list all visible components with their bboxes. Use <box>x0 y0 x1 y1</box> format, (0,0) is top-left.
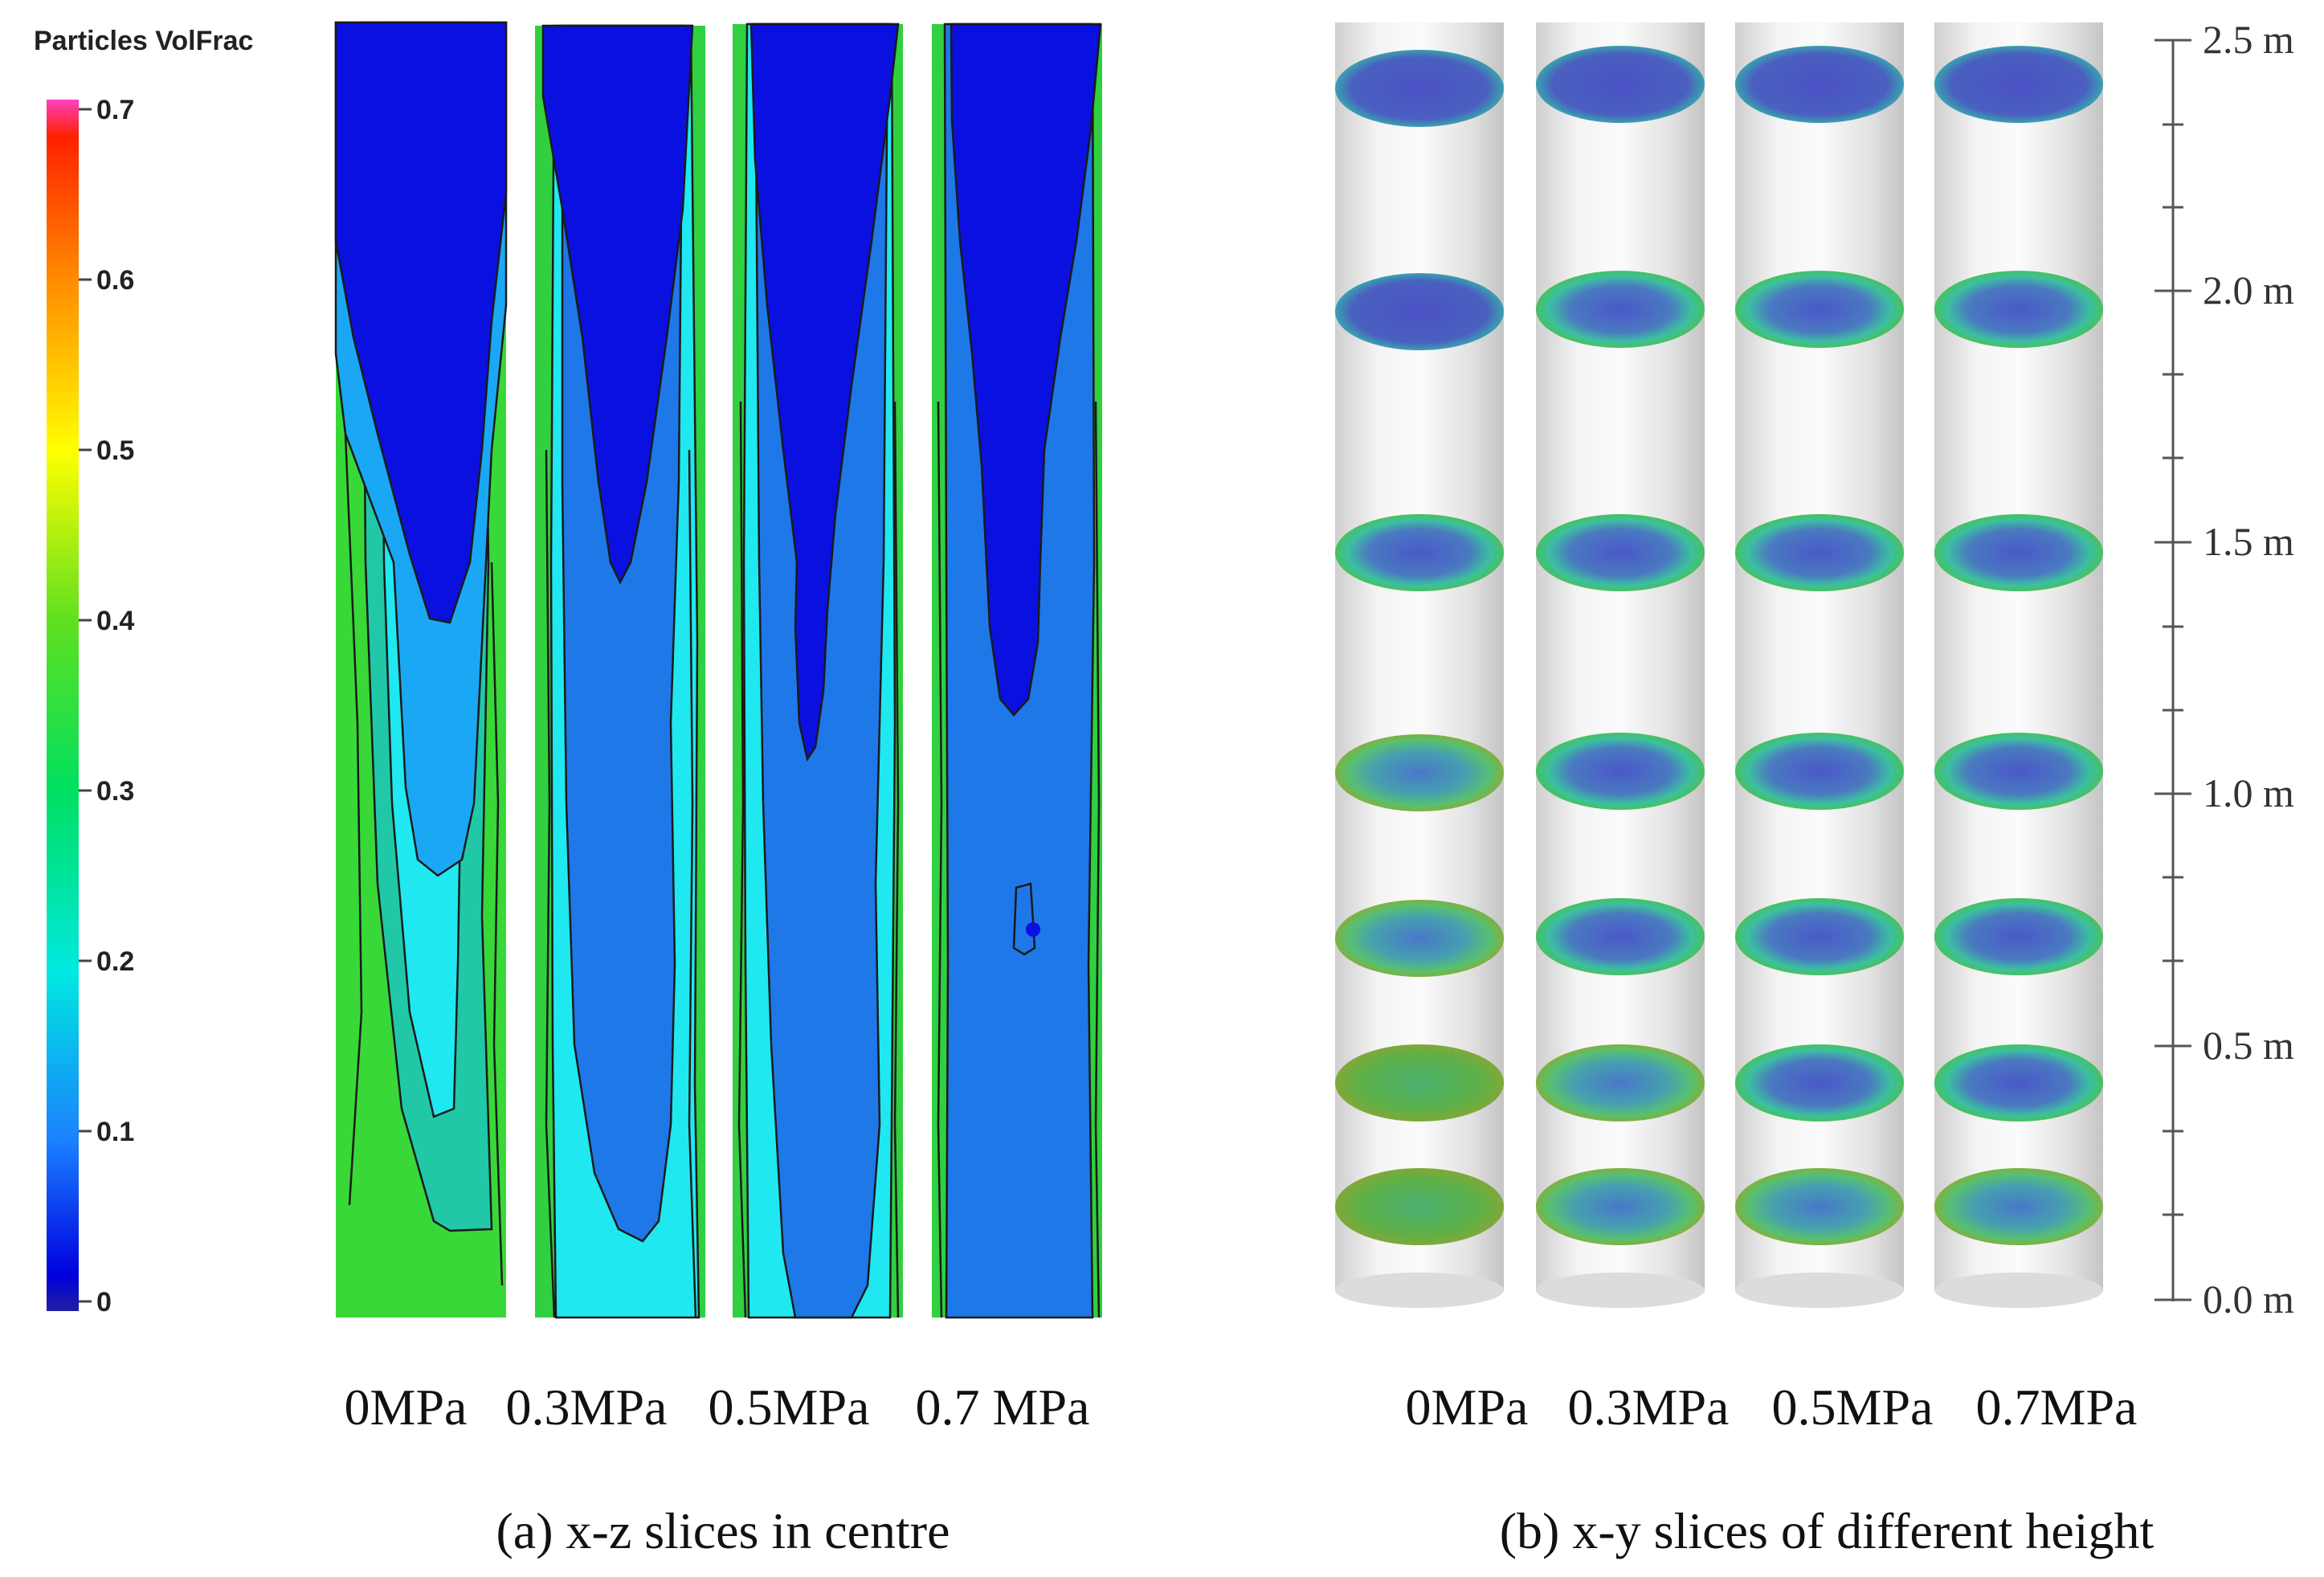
panel-b-caption: (b) x-y slices of different height <box>1500 1502 2154 1559</box>
xz-slice-0-7mpa <box>932 22 1102 1319</box>
colorbar-tick-label: 0.1 <box>96 1117 134 1147</box>
slices-row <box>1335 271 2103 350</box>
xz-label: 0.5MPa <box>709 1379 870 1436</box>
slices-row <box>1335 1168 2103 1245</box>
xy-label: 0MPa <box>1406 1379 1529 1436</box>
xy-label: 0.7MPa <box>1976 1379 2138 1436</box>
height-scale <box>2154 39 2191 1301</box>
xz-slice-0-3mpa <box>535 24 705 1319</box>
height-label: 0.5 m <box>2203 1023 2294 1068</box>
height-label: 1.0 m <box>2203 770 2294 815</box>
panel-a-caption: (a) x-z slices in centre <box>496 1502 950 1559</box>
slices-row <box>1335 514 2103 591</box>
xz-slice-0-5mpa <box>733 22 903 1319</box>
colorbar-tick-label: 0.4 <box>96 606 134 636</box>
slices-row <box>1335 733 2103 811</box>
panel-b-xy-slices <box>1335 22 2103 1308</box>
xy-label: 0.5MPa <box>1772 1379 1934 1436</box>
colorbar-tick-label: 0.5 <box>96 435 134 466</box>
xz-label: 0.7 MPa <box>916 1379 1090 1436</box>
colorbar-tick-label: 0.2 <box>96 946 134 977</box>
slices-row <box>1335 898 2103 977</box>
xz-label: 0.3MPa <box>506 1379 668 1436</box>
panel-a-xz-slices <box>334 21 1102 1319</box>
xz-slice-0mpa <box>334 21 508 1318</box>
colorbar-tick-label: 0.3 <box>96 776 134 807</box>
height-label: 0.0 m <box>2203 1277 2294 1322</box>
xz-label: 0MPa <box>345 1379 468 1436</box>
slices-row <box>1335 1044 2103 1121</box>
colorbar-tick-label: 0 <box>96 1287 112 1318</box>
height-label: 1.5 m <box>2203 519 2294 564</box>
height-label: 2.0 m <box>2203 268 2294 313</box>
height-label: 2.5 m <box>2203 17 2294 62</box>
xy-label: 0.3MPa <box>1568 1379 1730 1436</box>
colorbar-tick-label: 0.7 <box>96 95 134 125</box>
colour-legend: Particles VolFrac 0.7 0.6 0.5 0.4 0.3 0.… <box>34 26 253 1318</box>
slices-row <box>1335 46 2103 127</box>
colorbar-tick-label: 0.6 <box>96 265 134 296</box>
colorbar <box>47 100 79 1311</box>
colorbar-ticks <box>79 108 92 1303</box>
legend-title: Particles VolFrac <box>34 26 253 56</box>
